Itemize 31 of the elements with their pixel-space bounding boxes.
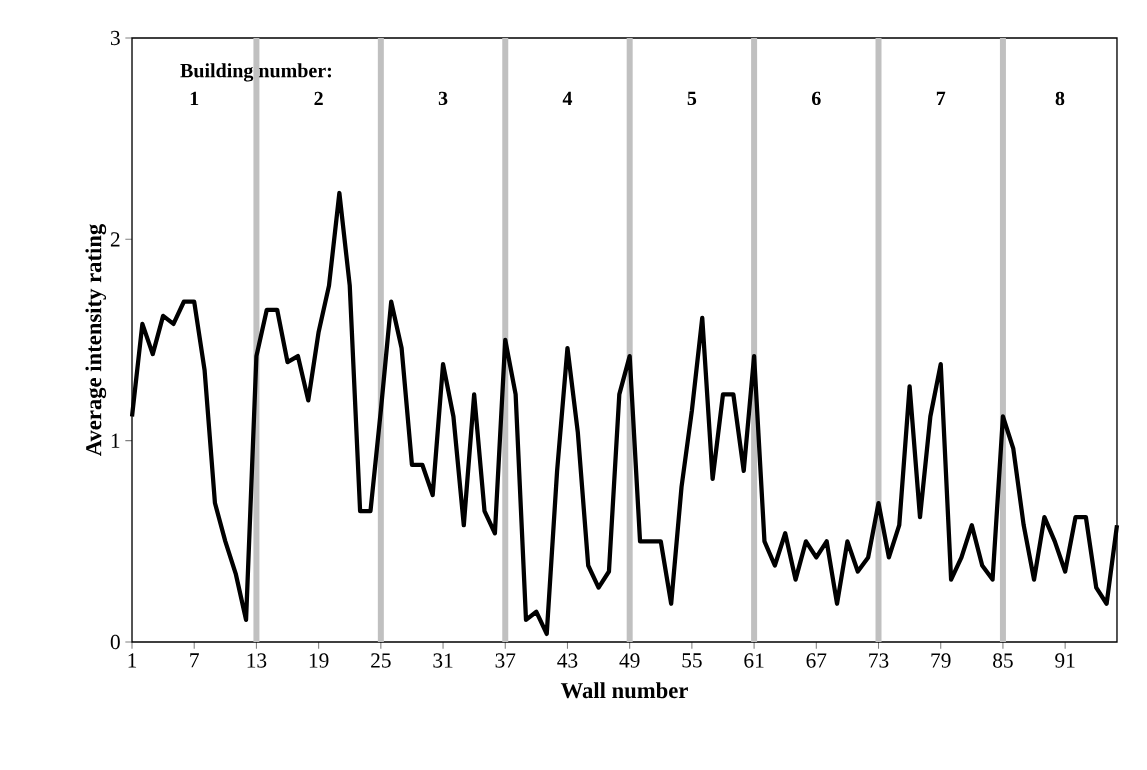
x-tick-label: 85 xyxy=(993,653,1013,668)
x-tick-label: 7 xyxy=(190,653,199,668)
annotation: Building number: xyxy=(180,63,332,82)
x-tick-label: 1 xyxy=(128,653,137,668)
annotation: 4 xyxy=(562,91,573,105)
y-tick-label: 0 xyxy=(110,634,120,650)
annotation: 2 xyxy=(314,91,323,106)
x-tick-label: 49 xyxy=(619,653,640,668)
annotation: 3 xyxy=(438,91,448,106)
y-tick-label: 1 xyxy=(111,433,120,448)
annotation: 6 xyxy=(812,91,821,106)
annotation: 1 xyxy=(190,91,199,105)
x-tick-label: 91 xyxy=(1055,653,1075,668)
x-tick-label: 67 xyxy=(806,653,827,668)
x-tick-label: 37 xyxy=(495,653,516,668)
y-tick-label: 2 xyxy=(110,232,120,247)
x-tick-label: 73 xyxy=(869,653,889,668)
x-tick-label: 25 xyxy=(371,653,391,668)
y-tick-label: 3 xyxy=(110,30,120,46)
x-tick-label: 55 xyxy=(682,653,702,668)
annotation: 7 xyxy=(936,91,946,105)
annotation: 5 xyxy=(687,91,697,106)
x-tick-label: 31 xyxy=(433,653,453,668)
x-axis-title: Wall number xyxy=(560,682,688,699)
y-axis-title: Average intensity rating xyxy=(85,223,107,457)
x-tick-label: 43 xyxy=(557,653,578,668)
x-tick-label: 19 xyxy=(309,653,329,668)
x-tick-label: 61 xyxy=(744,653,764,668)
x-tick-label: 13 xyxy=(247,653,267,668)
x-tick-label: 79 xyxy=(931,653,951,668)
annotation: 8 xyxy=(1055,91,1065,106)
